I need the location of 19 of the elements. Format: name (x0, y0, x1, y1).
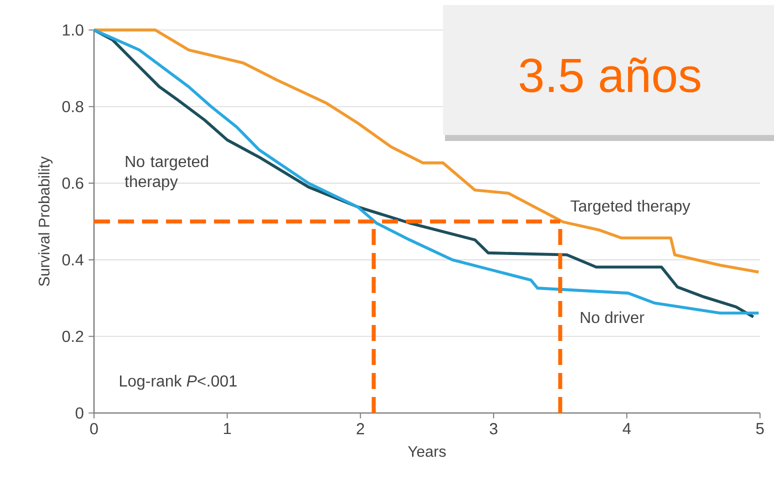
y-tick-label: 0.6 (62, 178, 84, 189)
x-tick-label: 4 (622, 423, 631, 434)
annotation: Log-rank P<.001 (120, 374, 237, 390)
x-tick-label: 1 (224, 423, 231, 434)
x-tick-label: 0 (90, 423, 98, 434)
annotation: 3.5 años (520, 58, 700, 92)
x-axis-title: Years (408, 446, 446, 457)
y-axis-title: Survival Probability (38, 156, 53, 286)
y-tick-label: 0.8 (62, 100, 84, 112)
y-tick-label: 0.2 (62, 330, 84, 342)
x-tick-label: 5 (756, 423, 764, 434)
series-label: No targeted therapy (124, 155, 208, 190)
y-tick-label: 0.4 (62, 254, 84, 266)
series-label: Targeted therapy (570, 200, 690, 215)
x-tick-label: 3 (490, 423, 498, 434)
y-tick-label: 1.0 (62, 24, 84, 36)
x-tick-label: 2 (356, 423, 364, 434)
series-label: No driver (580, 311, 644, 324)
y-tick-label: 0 (76, 407, 84, 419)
